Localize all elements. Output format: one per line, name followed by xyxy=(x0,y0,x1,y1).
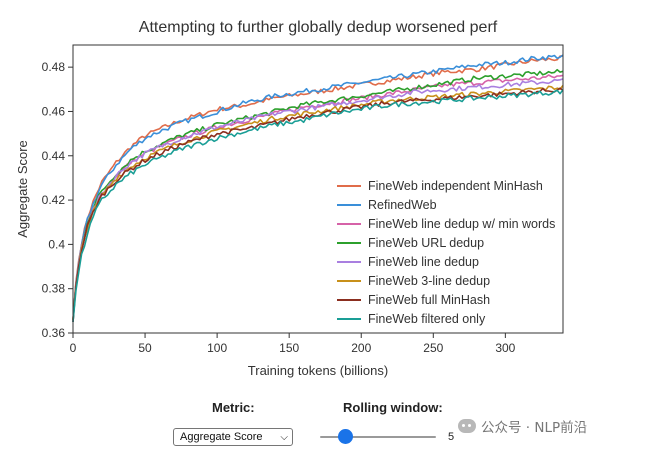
x-tick-label: 150 xyxy=(279,341,299,355)
x-tick-label: 50 xyxy=(138,341,152,355)
controls-bar: Metric: Rolling window: Aggregate Score … xyxy=(0,396,656,452)
series-line-4 xyxy=(72,78,564,320)
series-line-7 xyxy=(72,89,564,322)
legend-entry: FineWeb URL dedup xyxy=(368,236,484,250)
y-tick-label: 0.46 xyxy=(42,104,66,118)
metric-select[interactable]: Aggregate Score ⌵ xyxy=(173,428,293,446)
series-line-5 xyxy=(72,84,564,320)
metric-label: Metric: xyxy=(212,400,255,415)
legend-entry: FineWeb line dedup xyxy=(368,255,479,269)
y-tick-label: 0.42 xyxy=(42,193,66,207)
series-line-2 xyxy=(72,74,564,320)
y-tick-label: 0.38 xyxy=(42,282,66,296)
legend-entry: RefinedWeb xyxy=(368,198,437,212)
y-tick-label: 0.36 xyxy=(42,326,66,340)
chart: Attempting to further globally dedup wor… xyxy=(15,19,564,378)
chevron-down-icon: ⌵ xyxy=(280,432,288,443)
rolling-window-slider[interactable] xyxy=(320,436,436,438)
legend-entry: FineWeb line dedup w/ min words xyxy=(368,217,555,231)
legend-entry: FineWeb 3-line dedup xyxy=(368,274,490,288)
y-tick-label: 0.48 xyxy=(42,60,66,74)
legend: FineWeb independent MinHash RefinedWeb Fin… xyxy=(337,179,555,326)
plot-frame xyxy=(72,44,564,334)
x-axis: 0 50 100 150 200 250 300 xyxy=(70,333,516,355)
legend-entry: FineWeb independent MinHash xyxy=(368,179,543,193)
chart-title: Attempting to further globally dedup wor… xyxy=(139,19,498,36)
plot-area xyxy=(72,54,564,322)
y-tick-label: 0.44 xyxy=(42,149,66,163)
rolling-window-label: Rolling window: xyxy=(343,400,443,415)
y-axis: 0.36 0.38 0.4 0.42 0.44 0.46 0.48 xyxy=(42,60,73,340)
x-tick-label: 250 xyxy=(423,341,443,355)
y-tick-label: 0.4 xyxy=(48,237,65,251)
rolling-window-value: 5 xyxy=(448,431,455,443)
series-line-0 xyxy=(72,55,564,320)
legend-entry: FineWeb full MinHash xyxy=(368,293,490,307)
metric-select-value: Aggregate Score xyxy=(180,431,263,443)
y-axis-label: Aggregate Score xyxy=(15,140,30,238)
x-tick-label: 100 xyxy=(207,341,227,355)
x-tick-label: 0 xyxy=(70,341,77,355)
rolling-window-slider-handle[interactable] xyxy=(338,429,353,444)
legend-entry: FineWeb filtered only xyxy=(368,312,486,326)
watermark-text: 公众号 · NLP前沿 xyxy=(481,420,588,436)
x-tick-label: 200 xyxy=(351,341,371,355)
x-tick-label: 300 xyxy=(495,341,515,355)
series-line-1 xyxy=(72,54,564,322)
x-axis-label: Training tokens (billions) xyxy=(248,363,388,378)
watermark: 公众号 · NLP前沿 xyxy=(458,416,587,436)
wechat-icon xyxy=(458,419,476,433)
